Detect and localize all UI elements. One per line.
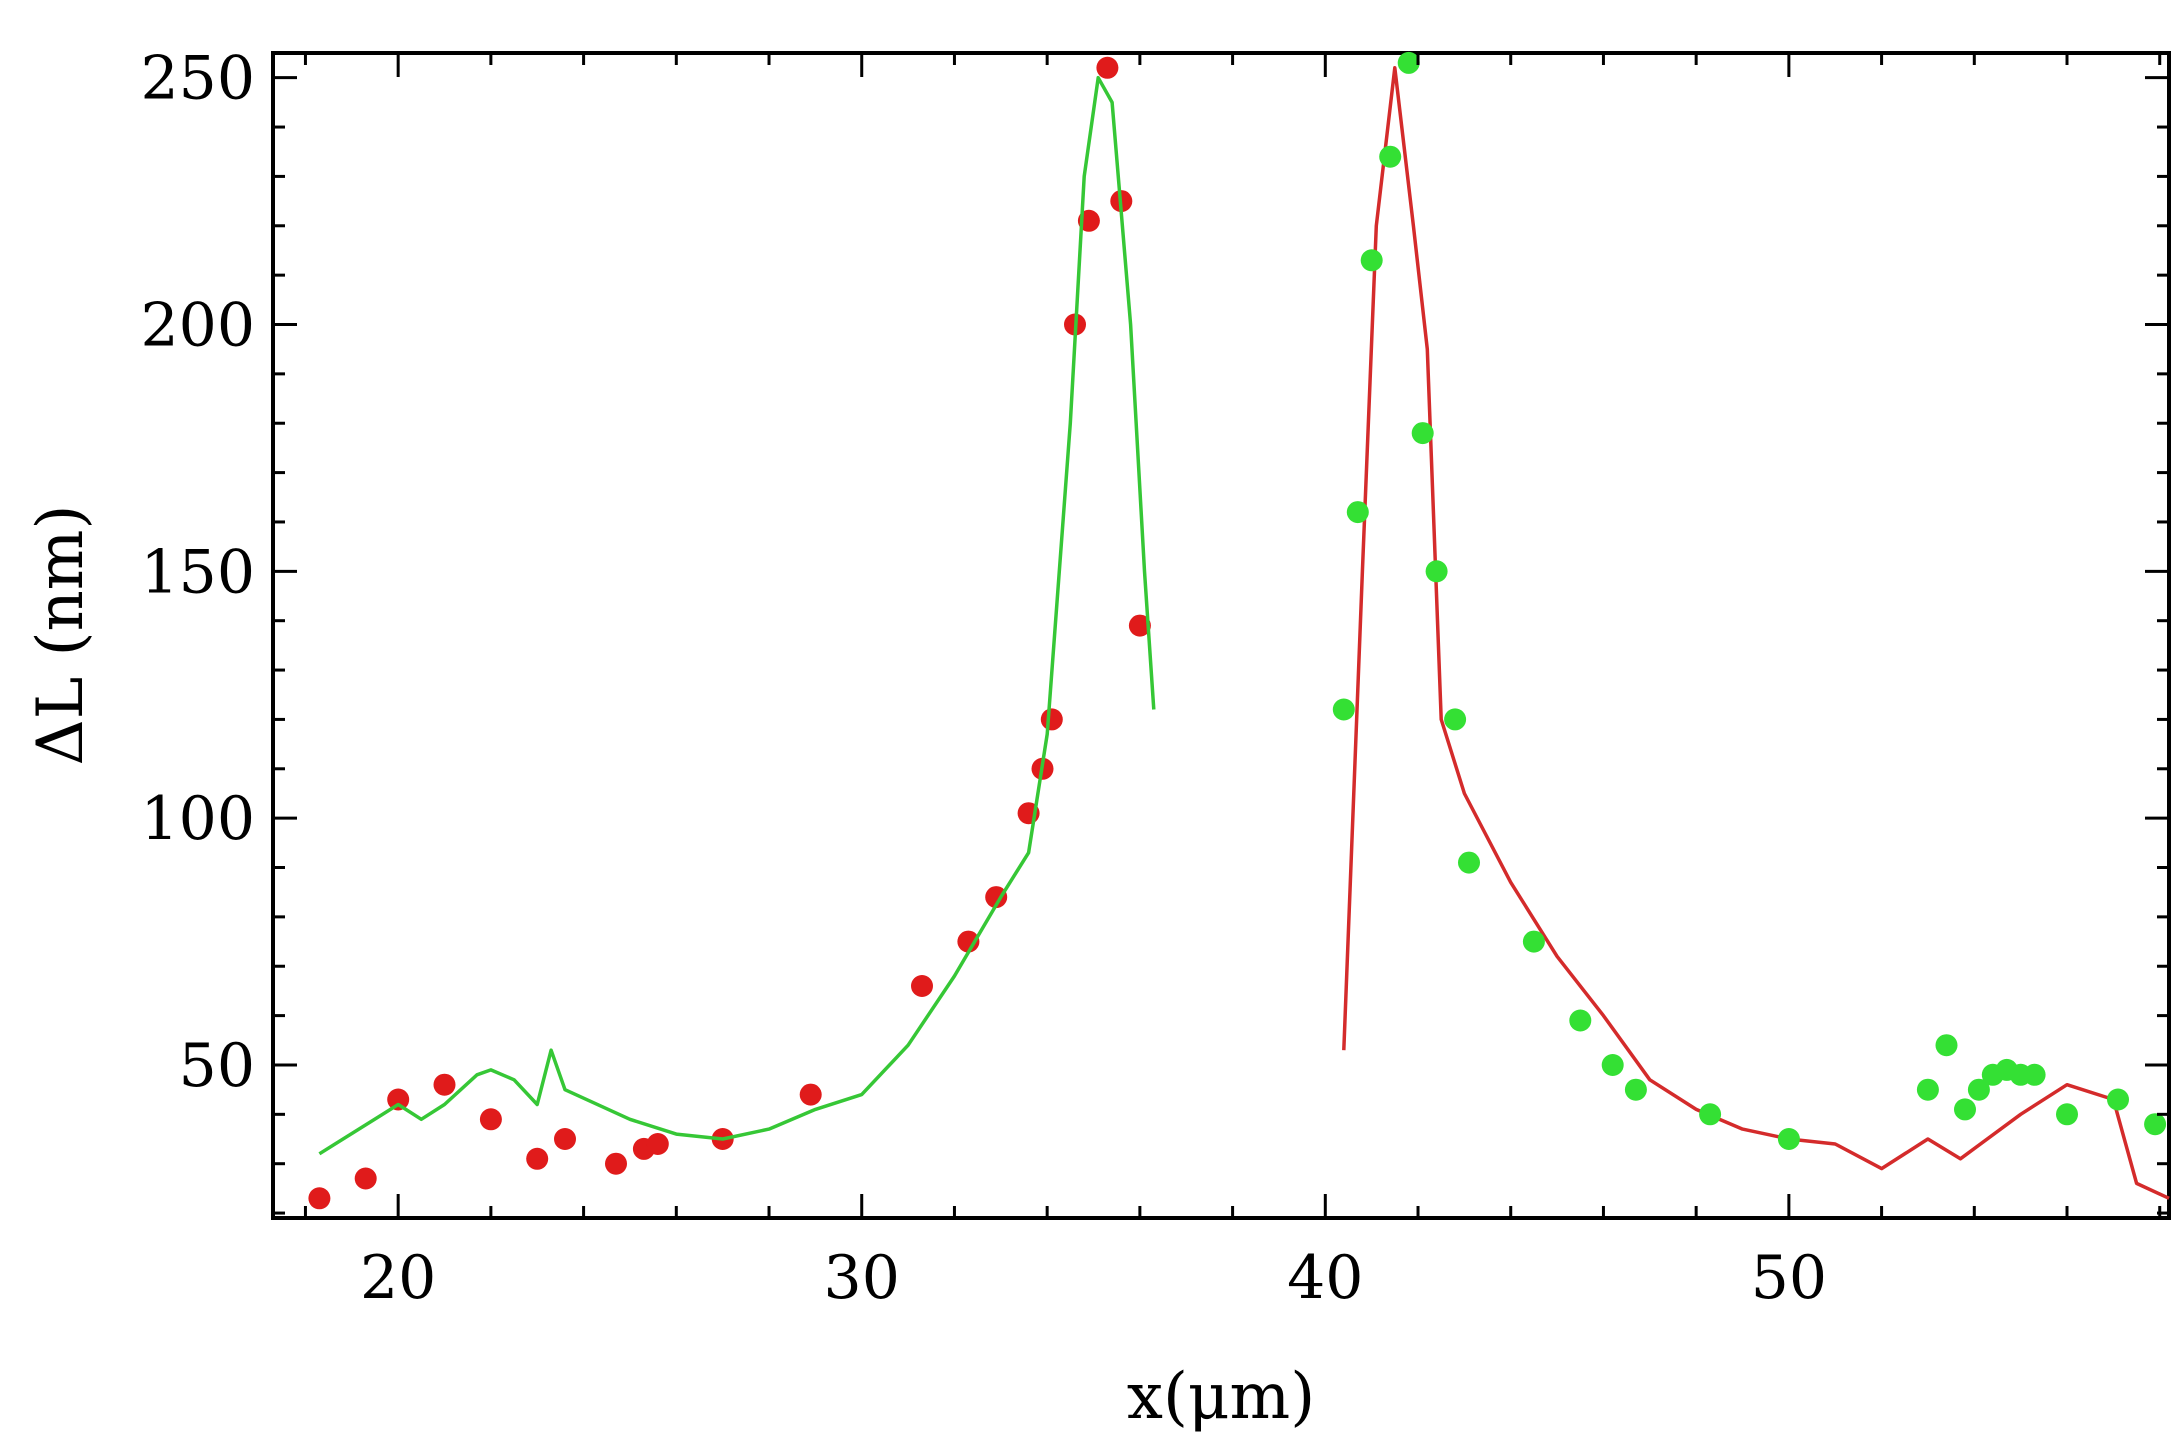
data-point-series-0 — [957, 930, 980, 953]
data-point-series-0 — [308, 1187, 331, 1210]
data-point-series-0 — [526, 1147, 549, 1170]
chart-marks — [308, 51, 2170, 1210]
y-tick-label: 100 — [140, 784, 255, 854]
data-point-series-0 — [1128, 614, 1151, 637]
x-tick-label: 50 — [1751, 1243, 1827, 1313]
axes: 20 30 40 50 50 100 150 200 250 — [140, 44, 2169, 1313]
data-point-series-0 — [605, 1152, 627, 1175]
x-tick-label: 40 — [1287, 1243, 1363, 1313]
x-tick-label: 30 — [824, 1243, 900, 1313]
data-point-series-3 — [1954, 1098, 1976, 1121]
data-point-series-3 — [2023, 1063, 2046, 1086]
data-point-series-0 — [985, 886, 1008, 909]
data-point-series-3 — [1522, 930, 1545, 953]
x-axis-title: x(μm) — [1127, 1360, 1315, 1434]
data-point-series-0 — [799, 1083, 822, 1106]
y-tick-label: 250 — [140, 44, 255, 114]
y-tick-label: 50 — [179, 1031, 255, 1101]
data-point-series-3 — [1699, 1103, 1722, 1126]
series-line-2 — [1342, 66, 2170, 1200]
data-point-series-3 — [1777, 1128, 1800, 1150]
x-tick-label: 20 — [360, 1243, 436, 1313]
data-point-series-0 — [354, 1167, 377, 1190]
data-point-series-0 — [554, 1128, 576, 1150]
data-point-series-0 — [1040, 708, 1063, 731]
data-point-series-3 — [1332, 698, 1355, 721]
data-point-series-3 — [1360, 249, 1383, 272]
y-axis-title: ΔL (nm) — [24, 505, 98, 766]
data-point-series-0 — [479, 1108, 502, 1131]
data-point-series-3 — [2107, 1088, 2129, 1111]
data-point-series-0 — [433, 1073, 456, 1096]
data-point-series-3 — [1916, 1078, 1939, 1101]
data-point-series-3 — [1346, 501, 1369, 524]
data-point-series-3 — [2056, 1103, 2078, 1126]
data-point-series-0 — [911, 975, 933, 997]
data-point-series-3 — [1458, 851, 1480, 874]
plot-frame — [271, 51, 2171, 1220]
data-point-series-3 — [1411, 422, 1434, 445]
data-point-series-3 — [2144, 1113, 2167, 1136]
series-line-1 — [318, 75, 1156, 1156]
data-point-series-0 — [646, 1133, 669, 1155]
data-point-series-3 — [1967, 1078, 1990, 1101]
data-point-series-3 — [1601, 1054, 1624, 1076]
data-point-series-0 — [387, 1088, 410, 1111]
data-point-series-3 — [1425, 560, 1448, 583]
data-point-series-3 — [1444, 708, 1467, 731]
data-point-series-3 — [1935, 1034, 1958, 1057]
data-point-series-3 — [1624, 1078, 1647, 1101]
y-tick-label: 200 — [140, 291, 255, 361]
y-tick-label: 150 — [140, 537, 255, 607]
data-point-series-3 — [1397, 51, 1420, 74]
data-point-series-3 — [1569, 1009, 1592, 1032]
data-point-series-3 — [1379, 145, 1402, 168]
data-point-series-0 — [1096, 56, 1119, 79]
